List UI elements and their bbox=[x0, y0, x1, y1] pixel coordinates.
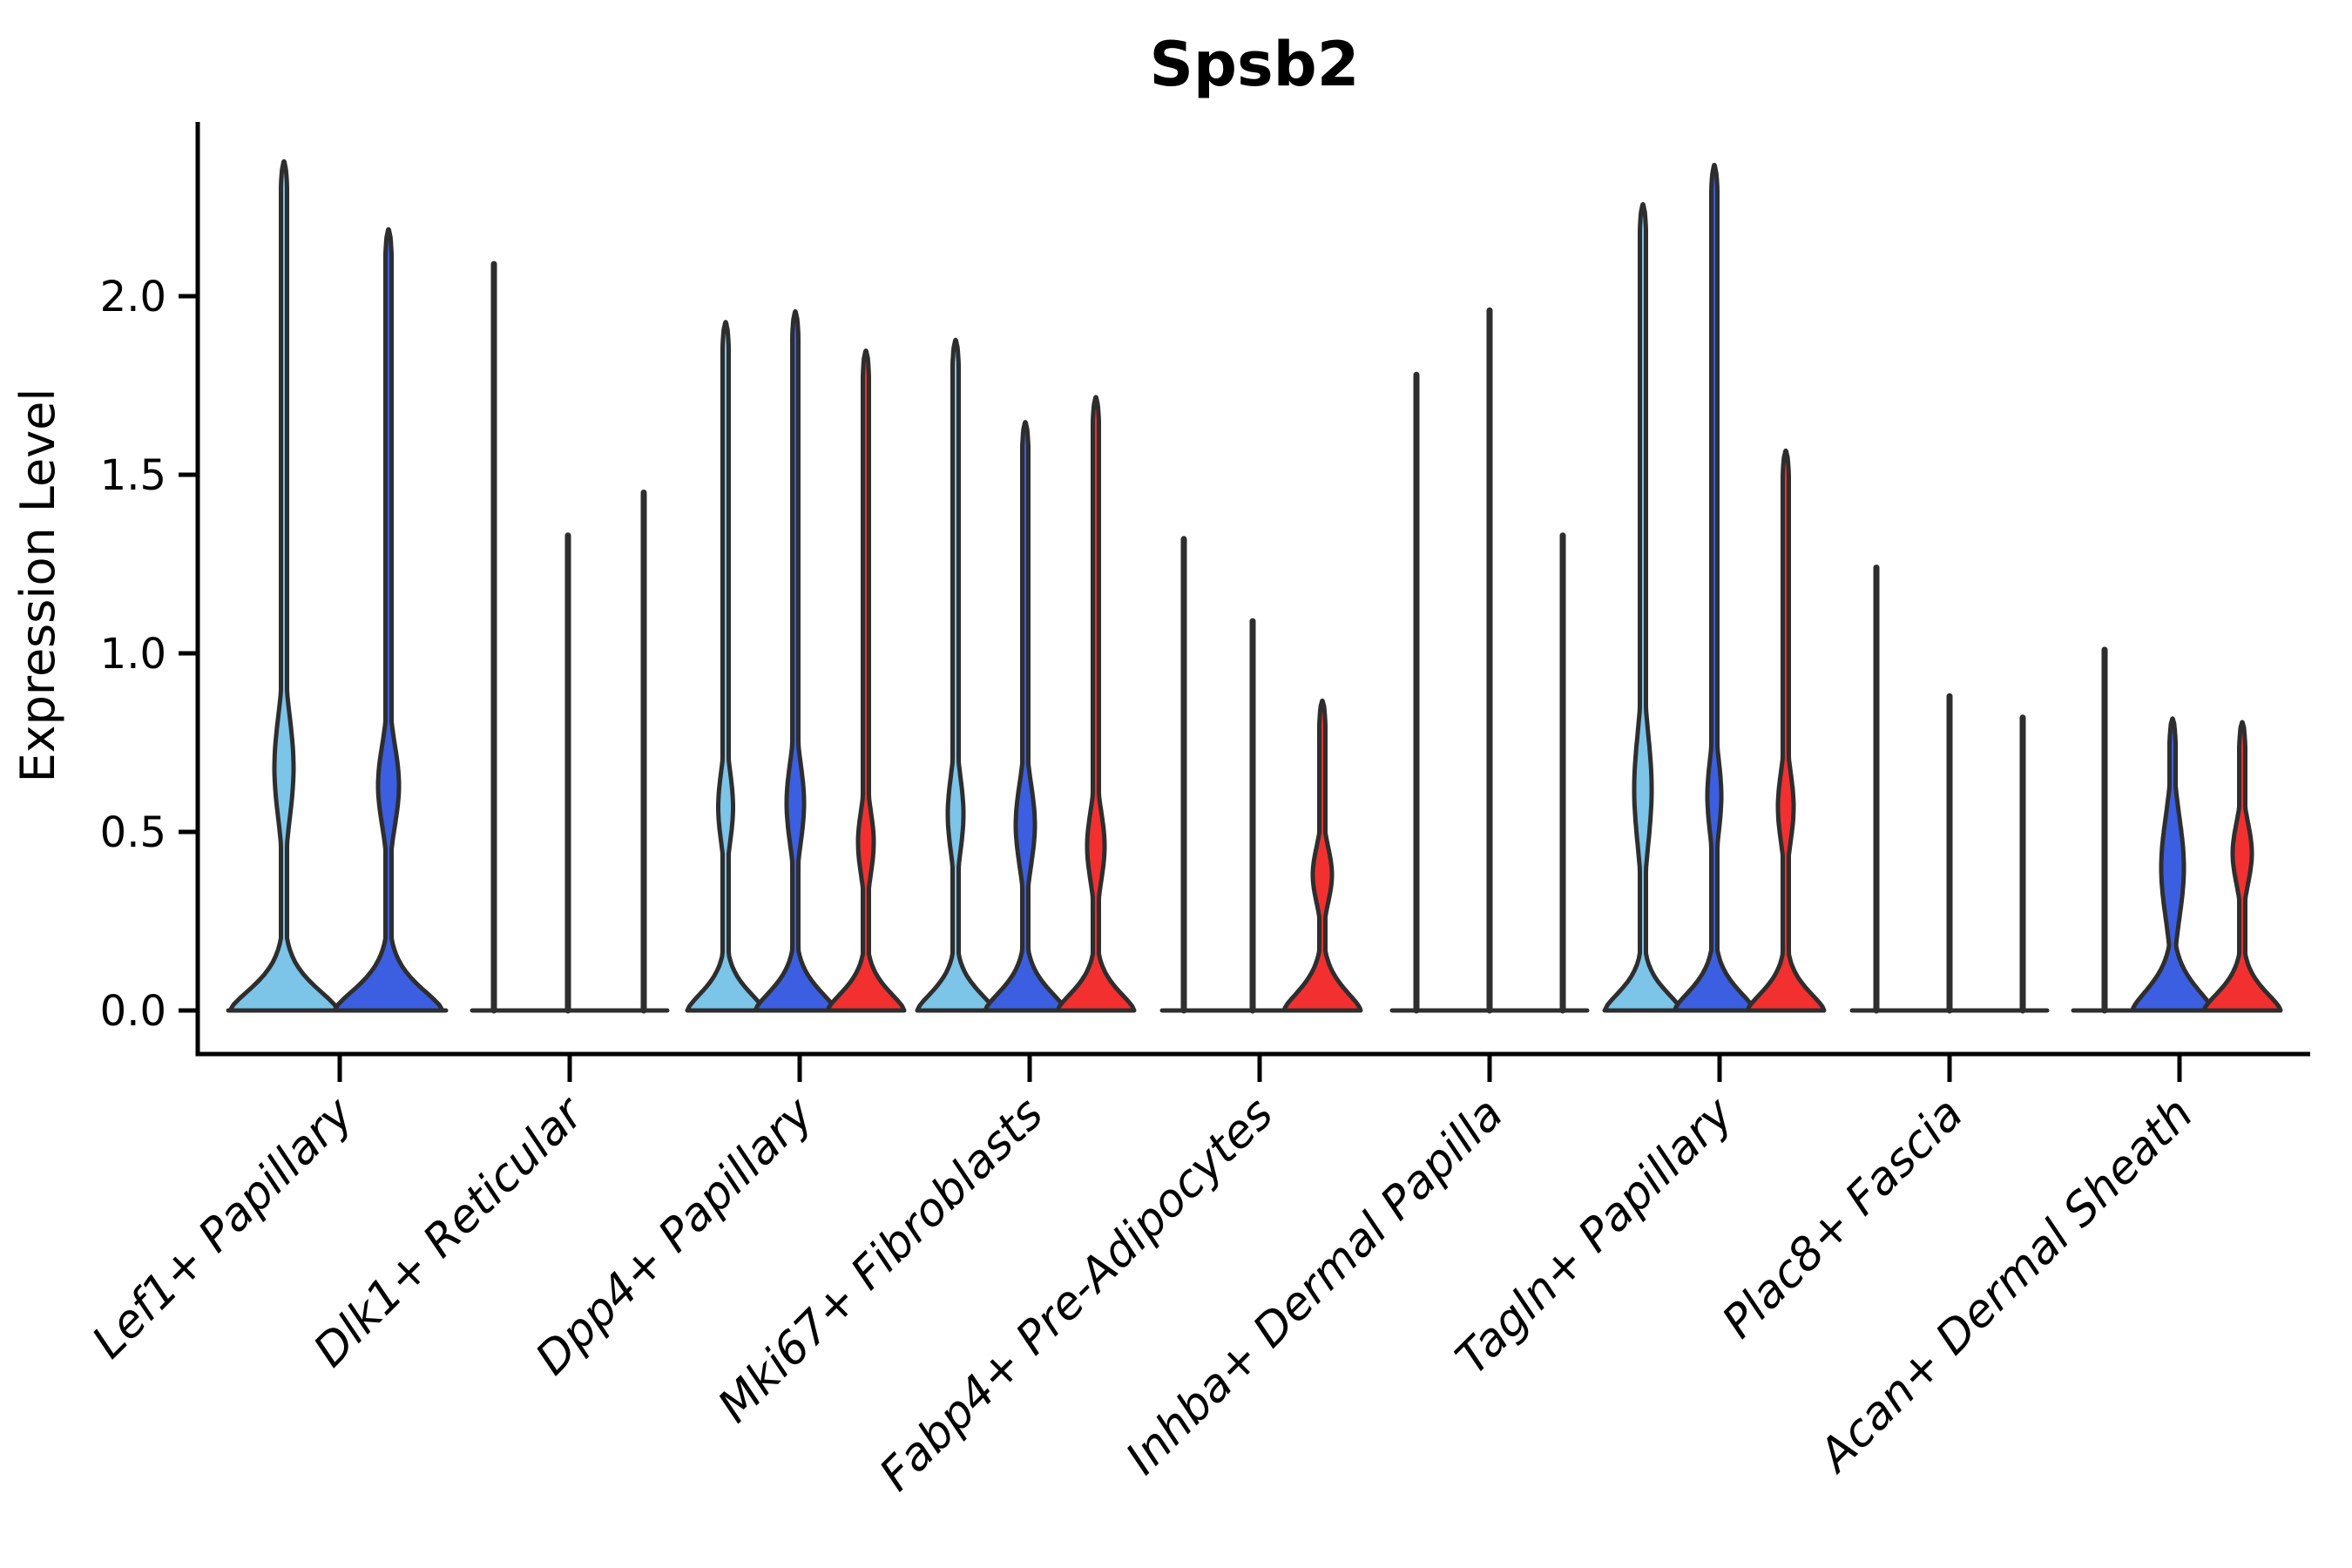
chart-title: Spsb2 bbox=[1149, 29, 1359, 100]
y-axis-label: Expression Level bbox=[10, 389, 65, 783]
violin-3-1 bbox=[983, 420, 1068, 1013]
y-tick-label-2: 1.0 bbox=[100, 630, 166, 679]
y-tick-label-0: 0.0 bbox=[100, 987, 166, 1036]
y-tick-label-3: 1.5 bbox=[100, 451, 166, 500]
violin-6-0 bbox=[1602, 202, 1684, 1013]
violin-2-2 bbox=[825, 348, 907, 1013]
violin-8-1 bbox=[2130, 716, 2215, 1013]
violin-0-1 bbox=[332, 226, 445, 1013]
violin-4-2 bbox=[1281, 698, 1363, 1013]
y-tick-label-1: 0.5 bbox=[100, 808, 166, 857]
violin-2-0 bbox=[685, 320, 767, 1013]
violin-6-1 bbox=[1672, 162, 1757, 1013]
violin-3-2 bbox=[1055, 395, 1137, 1013]
violin-0-0 bbox=[227, 159, 341, 1013]
violin-6-2 bbox=[1745, 448, 1827, 1013]
y-tick-label-4: 2.0 bbox=[100, 273, 166, 321]
violin-3-0 bbox=[915, 337, 997, 1013]
violin-8-2 bbox=[2201, 720, 2283, 1013]
violin-2-1 bbox=[753, 309, 838, 1013]
